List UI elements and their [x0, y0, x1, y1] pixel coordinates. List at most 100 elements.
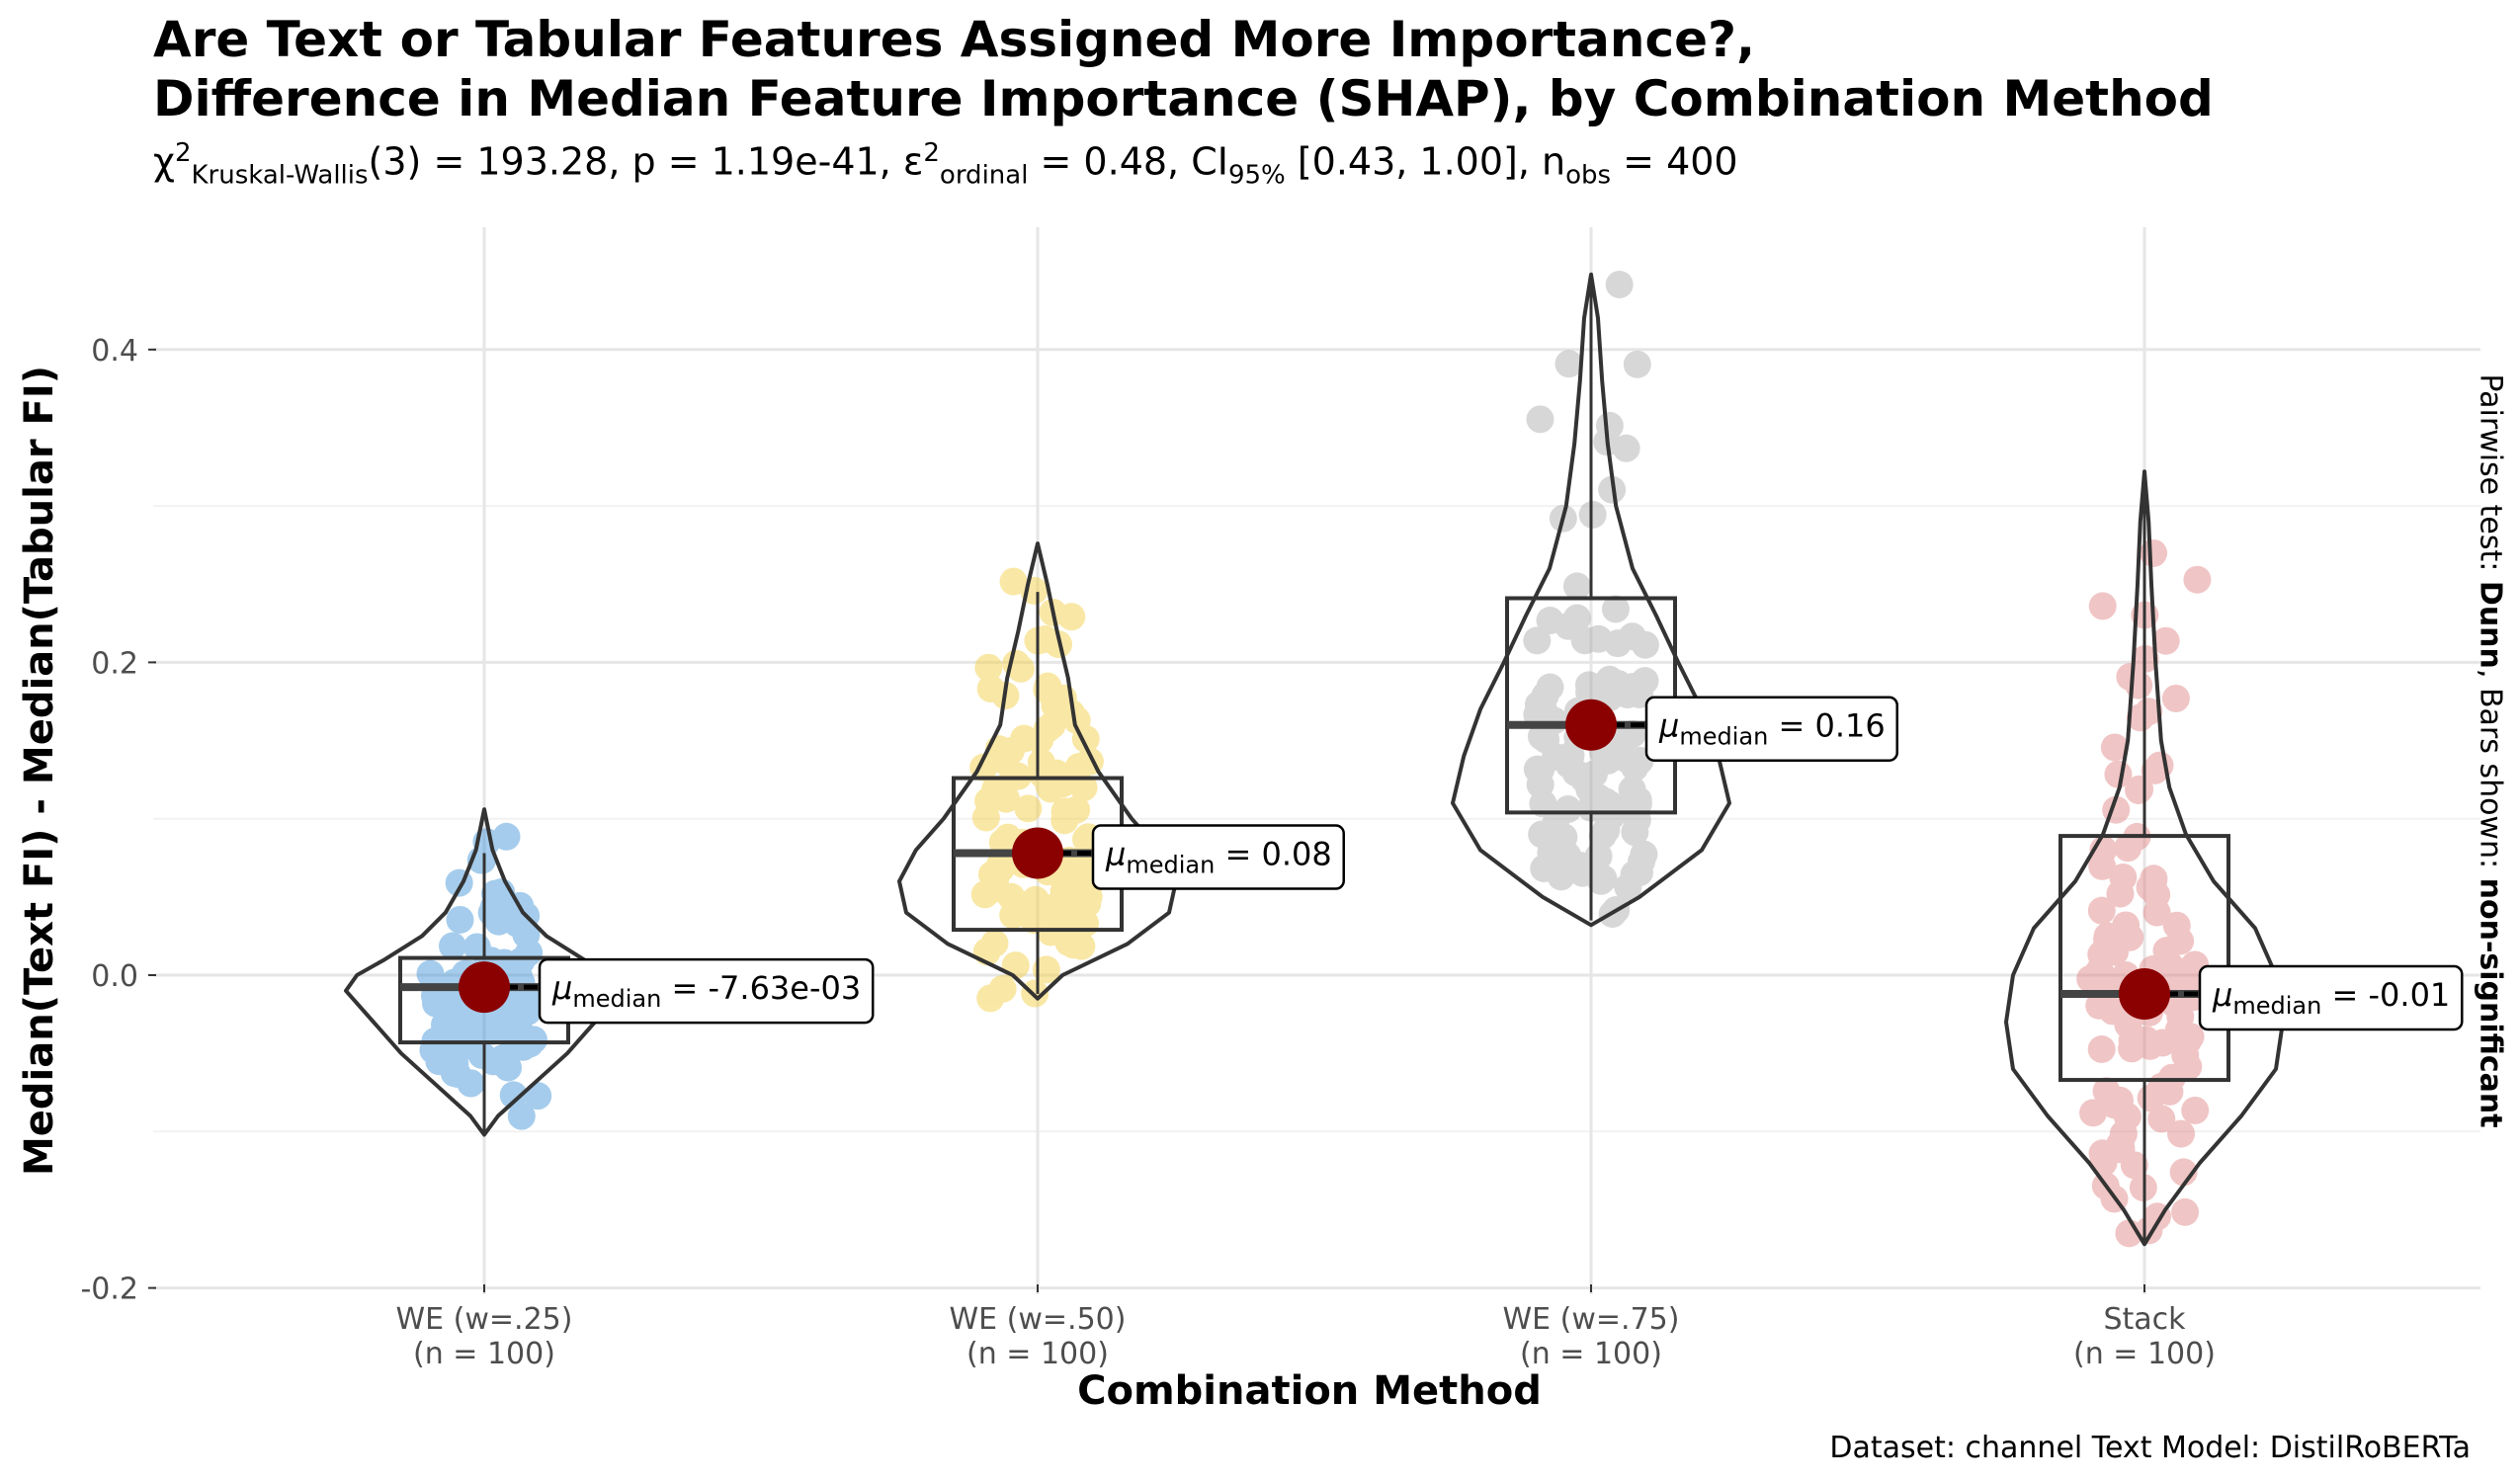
- y-axis-label: Median(Text FI) - Median(Tabular FI): [17, 365, 62, 1177]
- data-point: [1628, 847, 1656, 875]
- data-point: [2157, 1063, 2186, 1092]
- data-point: [1065, 850, 1094, 878]
- data-point: [2132, 1026, 2160, 1054]
- data-point: [1554, 841, 1582, 869]
- median-label-text: μmedian = -0.01: [2212, 976, 2450, 1020]
- x-tick-label: WE (w=.25): [396, 1302, 573, 1337]
- data-point: [1037, 918, 1065, 947]
- data-point: [987, 745, 1016, 774]
- data-point: [446, 905, 474, 934]
- data-point: [1537, 839, 1565, 867]
- data-point: [479, 892, 508, 921]
- data-point: [1584, 624, 1613, 653]
- data-point: [1050, 800, 1079, 829]
- data-point: [1562, 604, 1591, 632]
- data-point: [2120, 1151, 2148, 1180]
- data-point: [505, 994, 534, 1023]
- data-point: [1554, 350, 1583, 378]
- data-point: [2142, 880, 2171, 909]
- data-point: [430, 994, 459, 1023]
- stat-eps-value: = 0.48, CI: [1028, 139, 1228, 184]
- data-point: [974, 786, 1003, 815]
- data-point: [455, 1023, 483, 1051]
- data-point: [1578, 793, 1607, 822]
- y-tick-label: 0.2: [91, 646, 138, 681]
- data-point: [970, 880, 999, 909]
- data-point: [1530, 698, 1558, 726]
- data-point: [1073, 889, 1102, 918]
- data-point: [1540, 833, 1568, 862]
- data-point: [1056, 902, 1085, 931]
- data-point: [1591, 787, 1620, 816]
- y-tick-label: 0.4: [91, 334, 138, 369]
- data-point: [987, 854, 1016, 882]
- data-point: [1618, 622, 1646, 651]
- data-point: [2116, 923, 2144, 951]
- box-iqr: [2058, 834, 2230, 1083]
- data-point: [1027, 904, 1055, 933]
- data-point: [1624, 785, 1652, 814]
- data-point: [2109, 1119, 2138, 1148]
- data-point: [457, 1069, 485, 1098]
- data-point: [2164, 1016, 2193, 1044]
- data-point: [1576, 793, 1605, 822]
- x-tick-label: Stack: [2103, 1302, 2186, 1337]
- data-point: [1542, 743, 1570, 772]
- data-point: [1620, 860, 1648, 888]
- median-label-text: μmedian = -7.63e-03: [551, 969, 861, 1013]
- data-point: [1554, 751, 1583, 780]
- median-label-box: [1644, 696, 1898, 762]
- data-point: [2176, 1023, 2205, 1051]
- data-point: [1026, 726, 1054, 755]
- data-point: [1010, 890, 1039, 919]
- data-point: [1039, 893, 1067, 922]
- data-point: [1054, 928, 1083, 956]
- pairwise-test-label: Pairwise test: Dunn, Bars shown: non-sig…: [2474, 373, 2508, 1127]
- data-point: [2085, 956, 2114, 985]
- data-point: [1605, 270, 1634, 298]
- data-point: [507, 1102, 536, 1130]
- data-point: [1043, 759, 1071, 787]
- data-point: [2088, 1139, 2117, 1168]
- data-point: [1042, 687, 1070, 715]
- data-point: [469, 1005, 498, 1033]
- median-label-box: [1091, 824, 1345, 890]
- data-point: [1050, 868, 1079, 897]
- data-point: [2126, 775, 2154, 803]
- data-point: [430, 1011, 459, 1039]
- data-point: [507, 947, 536, 975]
- median-point: [1565, 699, 1617, 751]
- x-tick-n-label: (n = 100): [413, 1337, 555, 1371]
- data-point: [1032, 955, 1060, 984]
- data-point: [1621, 788, 1649, 817]
- data-point: [1027, 748, 1055, 777]
- data-point: [1074, 882, 1103, 911]
- data-point: [1569, 765, 1598, 793]
- data-point: [1593, 746, 1622, 775]
- pairwise-text-2: Dunn: [2473, 580, 2508, 669]
- pairwise-text-1: Pairwise test:: [2473, 373, 2508, 581]
- data-point: [443, 1059, 471, 1088]
- data-point: [1034, 672, 1062, 700]
- data-point: [1580, 760, 1609, 788]
- data-point: [424, 984, 453, 1013]
- data-point: [1035, 772, 1063, 800]
- stat-eps-sup: 2: [923, 138, 940, 168]
- data-point: [474, 1013, 503, 1041]
- data-point: [1006, 654, 1035, 683]
- data-point: [1604, 670, 1633, 699]
- data-point: [416, 959, 445, 988]
- x-tick-label: WE (w=.75): [1503, 1302, 1680, 1337]
- data-point: [992, 784, 1021, 813]
- data-point: [1001, 951, 1030, 980]
- data-point: [2166, 1003, 2195, 1031]
- data-point: [1623, 350, 1651, 378]
- data-point: [2087, 1035, 2116, 1064]
- data-point: [1631, 630, 1659, 659]
- data-point: [2142, 898, 2171, 927]
- data-point: [1597, 801, 1626, 830]
- data-point: [1612, 434, 1640, 462]
- data-point: [1575, 678, 1604, 706]
- data-point: [499, 1081, 528, 1110]
